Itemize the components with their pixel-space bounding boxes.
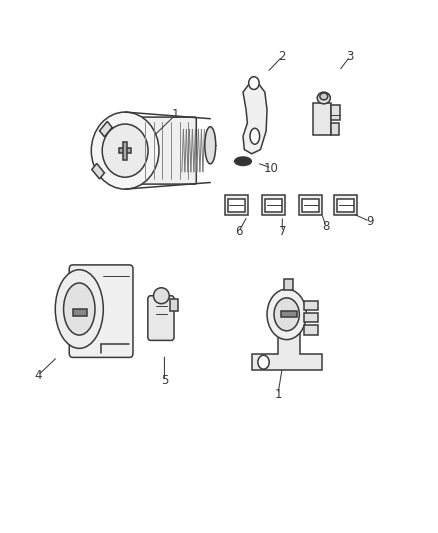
Ellipse shape xyxy=(153,288,169,304)
Ellipse shape xyxy=(102,124,148,177)
Bar xyxy=(170,299,178,311)
Bar xyxy=(228,199,245,212)
Bar xyxy=(92,164,104,179)
Ellipse shape xyxy=(64,283,95,335)
Ellipse shape xyxy=(205,127,216,164)
Bar xyxy=(302,199,319,212)
Polygon shape xyxy=(252,314,321,370)
Text: 9: 9 xyxy=(366,215,373,228)
Text: 5: 5 xyxy=(161,374,168,387)
Bar xyxy=(304,301,318,310)
Ellipse shape xyxy=(235,157,251,165)
Bar xyxy=(337,199,354,212)
Bar xyxy=(285,279,293,290)
Text: 4: 4 xyxy=(34,369,42,382)
Bar xyxy=(299,195,322,215)
Text: 1: 1 xyxy=(172,109,179,122)
FancyBboxPatch shape xyxy=(69,265,133,358)
Text: 10: 10 xyxy=(264,161,279,175)
Bar xyxy=(304,313,318,322)
Polygon shape xyxy=(243,80,267,154)
Bar xyxy=(73,309,87,316)
Bar xyxy=(225,195,248,215)
Text: 1: 1 xyxy=(274,387,282,401)
Bar xyxy=(262,195,285,215)
Circle shape xyxy=(258,356,269,369)
Text: 3: 3 xyxy=(346,50,353,63)
Ellipse shape xyxy=(274,298,299,331)
Text: 2: 2 xyxy=(279,50,286,63)
Circle shape xyxy=(249,77,259,90)
Ellipse shape xyxy=(55,270,103,349)
Text: 7: 7 xyxy=(279,225,286,238)
Bar xyxy=(313,103,331,135)
Text: 8: 8 xyxy=(322,220,330,233)
Bar xyxy=(334,195,357,215)
Ellipse shape xyxy=(267,289,306,340)
Bar xyxy=(99,122,112,137)
Bar xyxy=(265,199,282,212)
Bar xyxy=(281,311,297,317)
Ellipse shape xyxy=(317,92,330,104)
Bar xyxy=(124,142,127,159)
FancyBboxPatch shape xyxy=(126,117,196,184)
Ellipse shape xyxy=(91,112,159,189)
Ellipse shape xyxy=(320,93,328,100)
Bar xyxy=(119,149,131,153)
Bar xyxy=(331,106,340,120)
FancyBboxPatch shape xyxy=(148,296,174,341)
Bar xyxy=(331,124,339,135)
Bar xyxy=(304,325,318,335)
Text: 6: 6 xyxy=(235,225,242,238)
Ellipse shape xyxy=(250,128,260,144)
